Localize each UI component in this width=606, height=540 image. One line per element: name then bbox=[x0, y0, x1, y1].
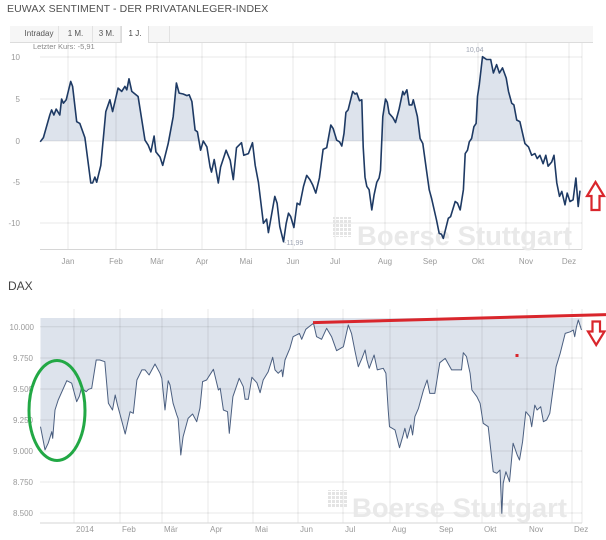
y-tick: 9.750 bbox=[13, 354, 34, 363]
period-tabbar: Intraday 1 M. 3 M. 1 J. bbox=[10, 26, 593, 43]
x-tick: Feb bbox=[109, 257, 123, 266]
watermark-text: Boerse Stuttgart bbox=[357, 221, 572, 251]
tab-intraday[interactable]: Intraday bbox=[20, 26, 59, 42]
y-tick: -10 bbox=[8, 219, 20, 228]
x-tick: Jan bbox=[62, 257, 75, 266]
y-tick: 10 bbox=[11, 53, 20, 62]
dax-y-axis: 10.000 9.750 9.500 9.250 9.000 8.750 8.5… bbox=[10, 323, 35, 518]
y-tick: 8.500 bbox=[13, 509, 34, 518]
sentiment-chart: Boerse Stuttgart Letzter Kurs: -5,91 10,… bbox=[8, 42, 606, 266]
arrow-up-icon bbox=[585, 179, 606, 212]
dax-x-axis: 2014 Feb Mär Apr Mai Jun Jul Aug Sep Okt… bbox=[76, 525, 588, 534]
x-tick: Nov bbox=[519, 257, 533, 266]
x-tick: Jul bbox=[345, 525, 355, 534]
sentiment-line bbox=[39, 55, 581, 243]
y-tick: 9.000 bbox=[13, 447, 34, 456]
green-highlight-ellipse bbox=[27, 359, 87, 462]
x-tick: Mär bbox=[164, 525, 178, 534]
x-tick: Jul bbox=[330, 257, 340, 266]
tab-1-year[interactable]: 1 J. bbox=[121, 26, 149, 43]
page-title: EUWAX SENTIMENT - DER PRIVATANLEGER-INDE… bbox=[7, 3, 269, 15]
x-tick: Nov bbox=[529, 525, 543, 534]
x-tick: Mai bbox=[255, 525, 268, 534]
dax-area-fill bbox=[40, 318, 582, 514]
last-price-label: Letzter Kurs: -5,91 bbox=[33, 42, 95, 51]
y-tick: 0 bbox=[16, 137, 21, 146]
boerse-logo-icon bbox=[328, 490, 347, 508]
x-tick: 2014 bbox=[76, 525, 94, 534]
x-tick: Apr bbox=[196, 257, 209, 266]
y-tick: -5 bbox=[13, 178, 21, 187]
arrow-down-icon bbox=[586, 320, 606, 348]
dax-line bbox=[40, 319, 582, 514]
sentiment-x-axis: Jan Feb Mär Apr Mai Jun Jul Aug Sep Okt … bbox=[62, 257, 577, 266]
red-marker-dot bbox=[515, 354, 519, 357]
x-tick: Feb bbox=[122, 525, 136, 534]
y-tick: 5 bbox=[16, 95, 21, 104]
y-tick: 9.500 bbox=[13, 385, 34, 394]
tab-spacer bbox=[149, 26, 170, 42]
x-tick: Sep bbox=[439, 525, 454, 534]
x-tick: Jun bbox=[300, 525, 313, 534]
sentiment-area-fill bbox=[40, 56, 580, 141]
watermark-text: Boerse Stuttgart bbox=[352, 493, 567, 523]
y-tick: 9.250 bbox=[13, 416, 34, 425]
x-tick: Dez bbox=[574, 525, 588, 534]
dax-watermark: Boerse Stuttgart bbox=[328, 490, 567, 523]
y-tick: 8.750 bbox=[13, 478, 34, 487]
y-tick: 10.000 bbox=[10, 323, 35, 332]
sentiment-y-axis: 10 5 0 -5 -10 bbox=[8, 53, 20, 228]
max-value-label: 10,04 bbox=[466, 47, 484, 54]
sentiment-watermark: Boerse Stuttgart bbox=[333, 217, 572, 251]
tab-1-month[interactable]: 1 M. bbox=[59, 26, 93, 42]
x-tick: Apr bbox=[210, 525, 223, 534]
dax-chart: Boerse Stuttgart 10.000 9.750 9.500 9.25… bbox=[10, 309, 606, 534]
x-tick: Sep bbox=[423, 257, 438, 266]
x-tick: Mai bbox=[240, 257, 253, 266]
dax-trend-line bbox=[312, 313, 606, 325]
tab-3-months[interactable]: 3 M. bbox=[93, 26, 121, 42]
dax-chart-title: DAX bbox=[8, 279, 33, 293]
boerse-logo-icon bbox=[333, 217, 352, 237]
x-tick: Aug bbox=[392, 525, 406, 534]
x-tick: Mär bbox=[150, 257, 164, 266]
x-tick: Jun bbox=[287, 257, 300, 266]
x-tick: Okt bbox=[472, 257, 485, 266]
x-tick: Okt bbox=[484, 525, 497, 534]
x-tick: Aug bbox=[378, 257, 392, 266]
min-value-label: -11,99 bbox=[284, 240, 303, 247]
x-tick: Dez bbox=[562, 257, 576, 266]
dax-gridlines bbox=[40, 309, 583, 524]
